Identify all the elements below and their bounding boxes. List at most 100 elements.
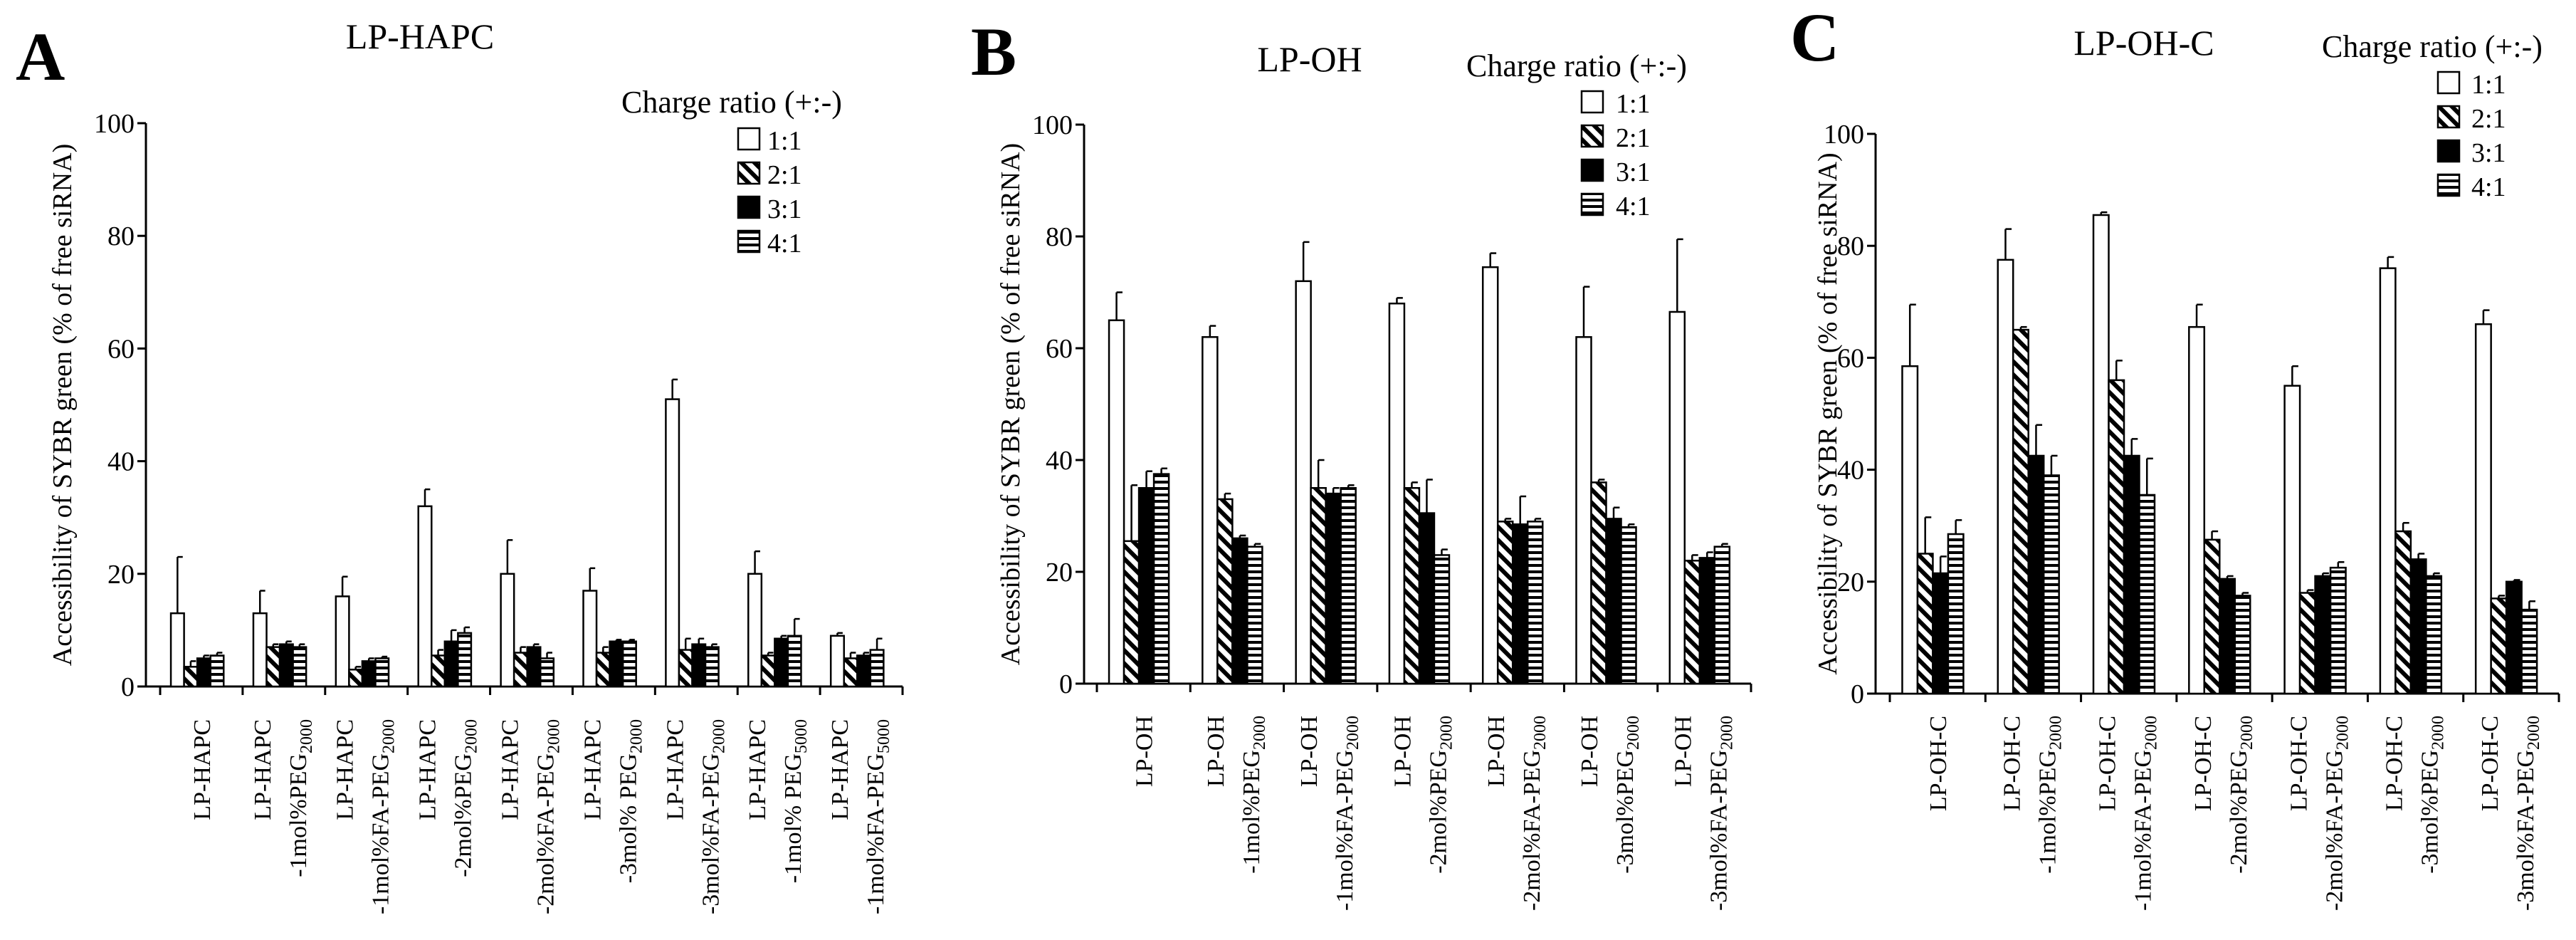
category-modifier: -3mol%FA-PEG2000 — [2513, 716, 2543, 911]
y-tick-label: 40 — [1046, 446, 1073, 476]
legend-swatch-2-1 — [737, 161, 761, 185]
bar-3-1 — [1605, 518, 1622, 685]
category-modifier: -1mol%PEG2000 — [285, 719, 316, 877]
category-modifier: -3mol%PEG2000 — [1612, 716, 1643, 874]
x-category-label: LP-OH -1mol%PEG2000 — [1203, 716, 1269, 874]
category-name: LP-OH-C — [1925, 716, 1952, 811]
legend-label: 4:1 — [767, 229, 802, 258]
x-category-label: LP-HAPC -2mol%FA-PEG2000 — [498, 719, 564, 914]
bar-2-1 — [1916, 553, 1934, 695]
y-tick-label: 100 — [1824, 120, 1864, 150]
x-category-label: LP-HAPC -3mol%FA-PEG2000 — [662, 719, 728, 914]
y-tick-label: 20 — [1046, 558, 1073, 588]
bar-4-1 — [374, 657, 390, 688]
bar-2-1 — [1310, 487, 1327, 685]
bar-3-1 — [1511, 523, 1529, 685]
x-category-label: LP-OH — [1132, 716, 1158, 787]
category-name: LP-OH-C — [1999, 716, 2025, 811]
y-tick-label: 80 — [1046, 222, 1073, 252]
category-modifier: -3mol%FA-PEG2000 — [698, 719, 728, 914]
bar-2-1 — [1123, 540, 1140, 685]
bar-2-1 — [2012, 328, 2029, 695]
category-modifier-text: -2mol%FA-PEG — [2321, 750, 2348, 911]
category-modifier-text: -1mol% PEG — [780, 753, 806, 883]
category-subscript: 2000 — [2429, 716, 2448, 750]
legend-swatch-2-1 — [2436, 105, 2461, 129]
category-subscript: 2000 — [710, 719, 728, 753]
legend-swatch-4-1 — [737, 229, 761, 254]
category-name: LP-OH — [1203, 716, 1229, 787]
x-category-label: LP-OH -3mol%PEG2000 — [1577, 716, 1643, 874]
bar-1-1 — [1575, 336, 1592, 685]
category-modifier: -1mol%PEG2000 — [2034, 716, 2065, 874]
category-modifier-text: -3mol%PEG — [1612, 750, 1639, 874]
category-name: LP-OH-C — [2286, 716, 2312, 811]
legend-swatch-1-1 — [2436, 70, 2461, 95]
bar-4-1 — [1620, 526, 1637, 685]
category-modifier-text: -2mol%FA-PEG — [533, 753, 559, 914]
category-modifier-text: -3mol%FA-PEG — [1705, 750, 1732, 911]
category-subscript: 2000 — [1531, 716, 1550, 750]
bar-3-1 — [196, 657, 211, 688]
category-modifier-text: -3mol%FA-PEG — [698, 753, 724, 914]
x-category-label: LP-OH-C -2mol%PEG2000 — [2190, 716, 2256, 874]
y-axis-title: Accessibility of SYBR green (% of free s… — [996, 143, 1026, 665]
x-category-label: LP-OH-C -1mol%FA-PEG2000 — [2095, 716, 2161, 911]
category-name: LP-HAPC — [579, 719, 606, 820]
bar-4-1 — [1713, 545, 1731, 685]
bar-2-1 — [2203, 538, 2221, 695]
bar-3-1 — [2027, 454, 2045, 695]
bar-3-1 — [856, 654, 872, 688]
legend-swatch-4-1 — [2436, 173, 2461, 197]
panel-letter: B — [971, 14, 1016, 90]
category-modifier: -2mol%PEG2000 — [451, 719, 481, 877]
category-modifier: -2mol%PEG2000 — [2226, 716, 2256, 874]
bar-2-1 — [678, 649, 693, 688]
legend-label: 1:1 — [767, 126, 802, 156]
bar-3-1 — [1325, 492, 1342, 685]
category-modifier: -1mol% PEG5000 — [780, 719, 811, 883]
x-category-label: LP-OH -2mol%FA-PEG2000 — [1483, 716, 1550, 911]
category-name: LP-HAPC — [662, 719, 688, 820]
legend-label: 2:1 — [767, 160, 802, 190]
bar-2-1 — [1216, 498, 1234, 685]
bar-1-1 — [500, 573, 515, 688]
category-modifier-text: -1mol%FA-PEG — [2130, 750, 2157, 911]
bar-1-1 — [335, 595, 350, 688]
bar-1-1 — [1901, 365, 1919, 695]
category-name: LP-OH-C — [2190, 716, 2217, 811]
bar-3-1 — [2409, 558, 2427, 695]
bar-3-1 — [526, 646, 542, 688]
panel-letter: A — [16, 19, 65, 95]
legend-label: 4:1 — [1616, 192, 1651, 221]
category-modifier-text: -3mol%PEG — [2417, 750, 2444, 874]
legend-label: 4:1 — [2471, 172, 2506, 202]
bar-4-1 — [2138, 494, 2156, 695]
category-modifier: -1mol%FA-PEG5000 — [863, 719, 893, 914]
x-category-label: LP-OH -1mol%FA-PEG2000 — [1296, 716, 1362, 911]
y-tick-label: 60 — [107, 334, 135, 364]
bar-3-1 — [1698, 557, 1716, 685]
category-modifier: -1mol%FA-PEG2000 — [1332, 716, 1362, 911]
category-subscript: 2000 — [1718, 716, 1736, 750]
category-modifier: -3mol%FA-PEG2000 — [1705, 716, 1736, 911]
bar-3-1 — [2219, 578, 2236, 695]
category-modifier: -2mol%PEG2000 — [1426, 716, 1456, 874]
bar-1-1 — [2092, 214, 2110, 695]
category-name: LP-OH — [1577, 716, 1603, 787]
category-modifier-text: -1mol%PEG — [1239, 750, 1265, 874]
category-modifier: -2mol%FA-PEG2000 — [533, 719, 564, 914]
legend-swatch-3-1 — [737, 195, 761, 219]
bar-4-1 — [539, 657, 555, 688]
panel-letter: C — [1790, 0, 1839, 75]
category-subscript: 2000 — [1251, 716, 1269, 750]
bar-2-1 — [348, 669, 364, 688]
bar-1-1 — [2474, 323, 2492, 695]
category-modifier-text: -2mol%PEG — [2226, 750, 2252, 874]
category-modifier: -1mol%FA-PEG2000 — [2130, 716, 2161, 911]
x-category-label: LP-OH-C — [1925, 716, 1952, 811]
category-subscript: 2000 — [380, 719, 399, 753]
category-modifier: -3mol%PEG2000 — [2417, 716, 2448, 874]
category-name: LP-OH-C — [2477, 716, 2503, 811]
y-tick-label: 0 — [1059, 669, 1073, 699]
